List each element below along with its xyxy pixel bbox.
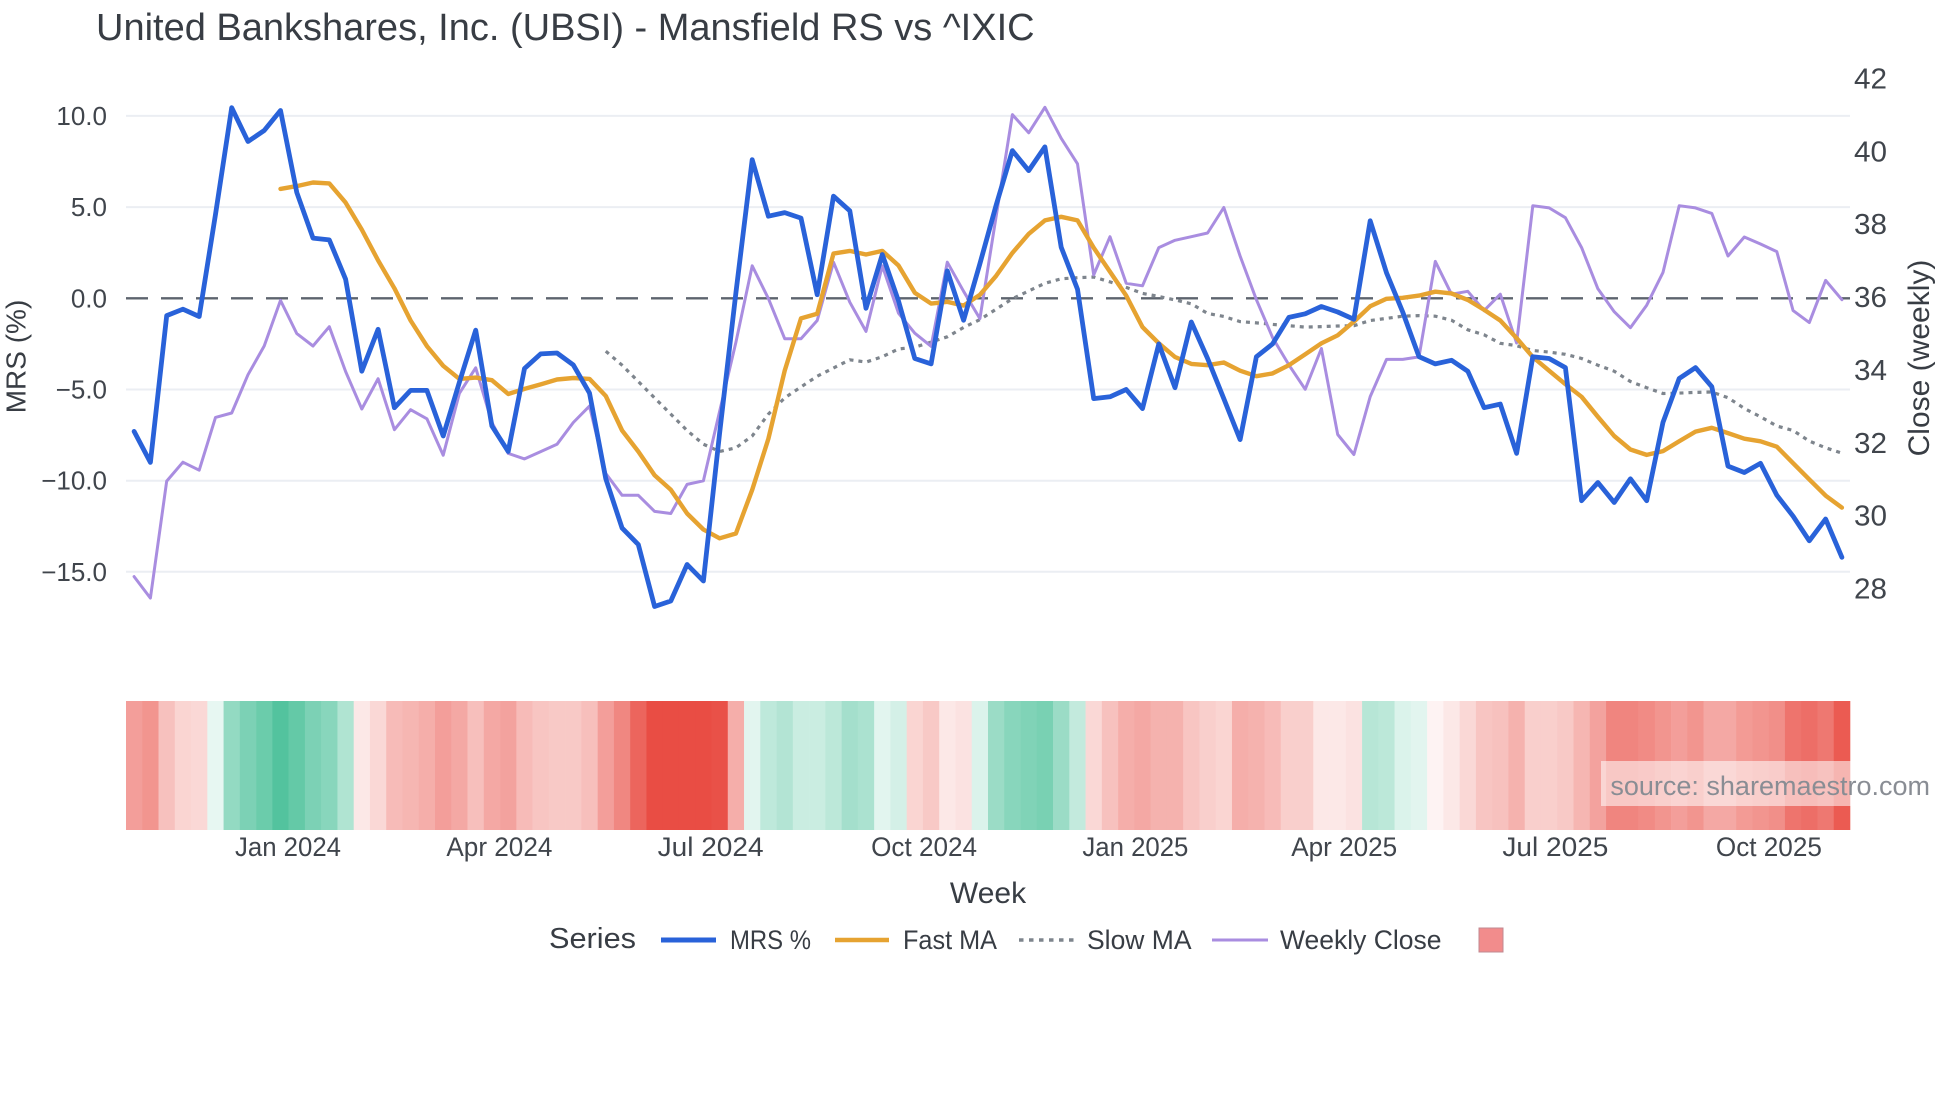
svg-text:40: 40 [1854,136,1887,168]
svg-text:30: 30 [1854,501,1887,533]
svg-text:source: sharemaestro.com: source: sharemaestro.com [1610,771,1930,801]
svg-text:28: 28 [1854,574,1887,606]
svg-text:−15.0: −15.0 [41,557,107,587]
svg-text:Jan 2025: Jan 2025 [1082,832,1188,862]
svg-text:−10.0: −10.0 [41,466,107,496]
svg-text:United Bankshares, Inc. (UBSI): United Bankshares, Inc. (UBSI) - Mansfie… [96,7,1035,49]
svg-text:36: 36 [1854,282,1887,314]
svg-text:Series: Series [549,923,636,955]
svg-text:Slow MA: Slow MA [1087,925,1192,955]
svg-text:Apr 2025: Apr 2025 [1291,832,1397,862]
svg-text:32: 32 [1854,428,1887,460]
svg-text:Fast MA: Fast MA [903,925,997,955]
svg-text:Weekly Close: Weekly Close [1280,925,1442,955]
svg-text:Apr 2024: Apr 2024 [446,832,552,862]
svg-text:Oct 2024: Oct 2024 [871,832,977,862]
svg-text:Jul 2025: Jul 2025 [1502,832,1608,862]
svg-text:5.0: 5.0 [71,192,107,222]
svg-text:Jul 2024: Jul 2024 [658,832,764,862]
svg-text:0.0: 0.0 [71,283,107,313]
svg-text:42: 42 [1854,64,1887,96]
svg-text:10.0: 10.0 [56,101,107,131]
svg-text:38: 38 [1854,209,1887,241]
svg-text:MRS %: MRS % [730,925,811,955]
svg-text:−5.0: −5.0 [56,375,107,405]
svg-text:Close (weekly): Close (weekly) [1903,260,1936,457]
svg-text:Jan 2024: Jan 2024 [235,832,341,862]
svg-text:34: 34 [1854,355,1887,387]
svg-text:Oct 2025: Oct 2025 [1716,832,1822,862]
svg-text:MRS (%): MRS (%) [0,300,31,414]
svg-text:Week: Week [950,877,1027,910]
